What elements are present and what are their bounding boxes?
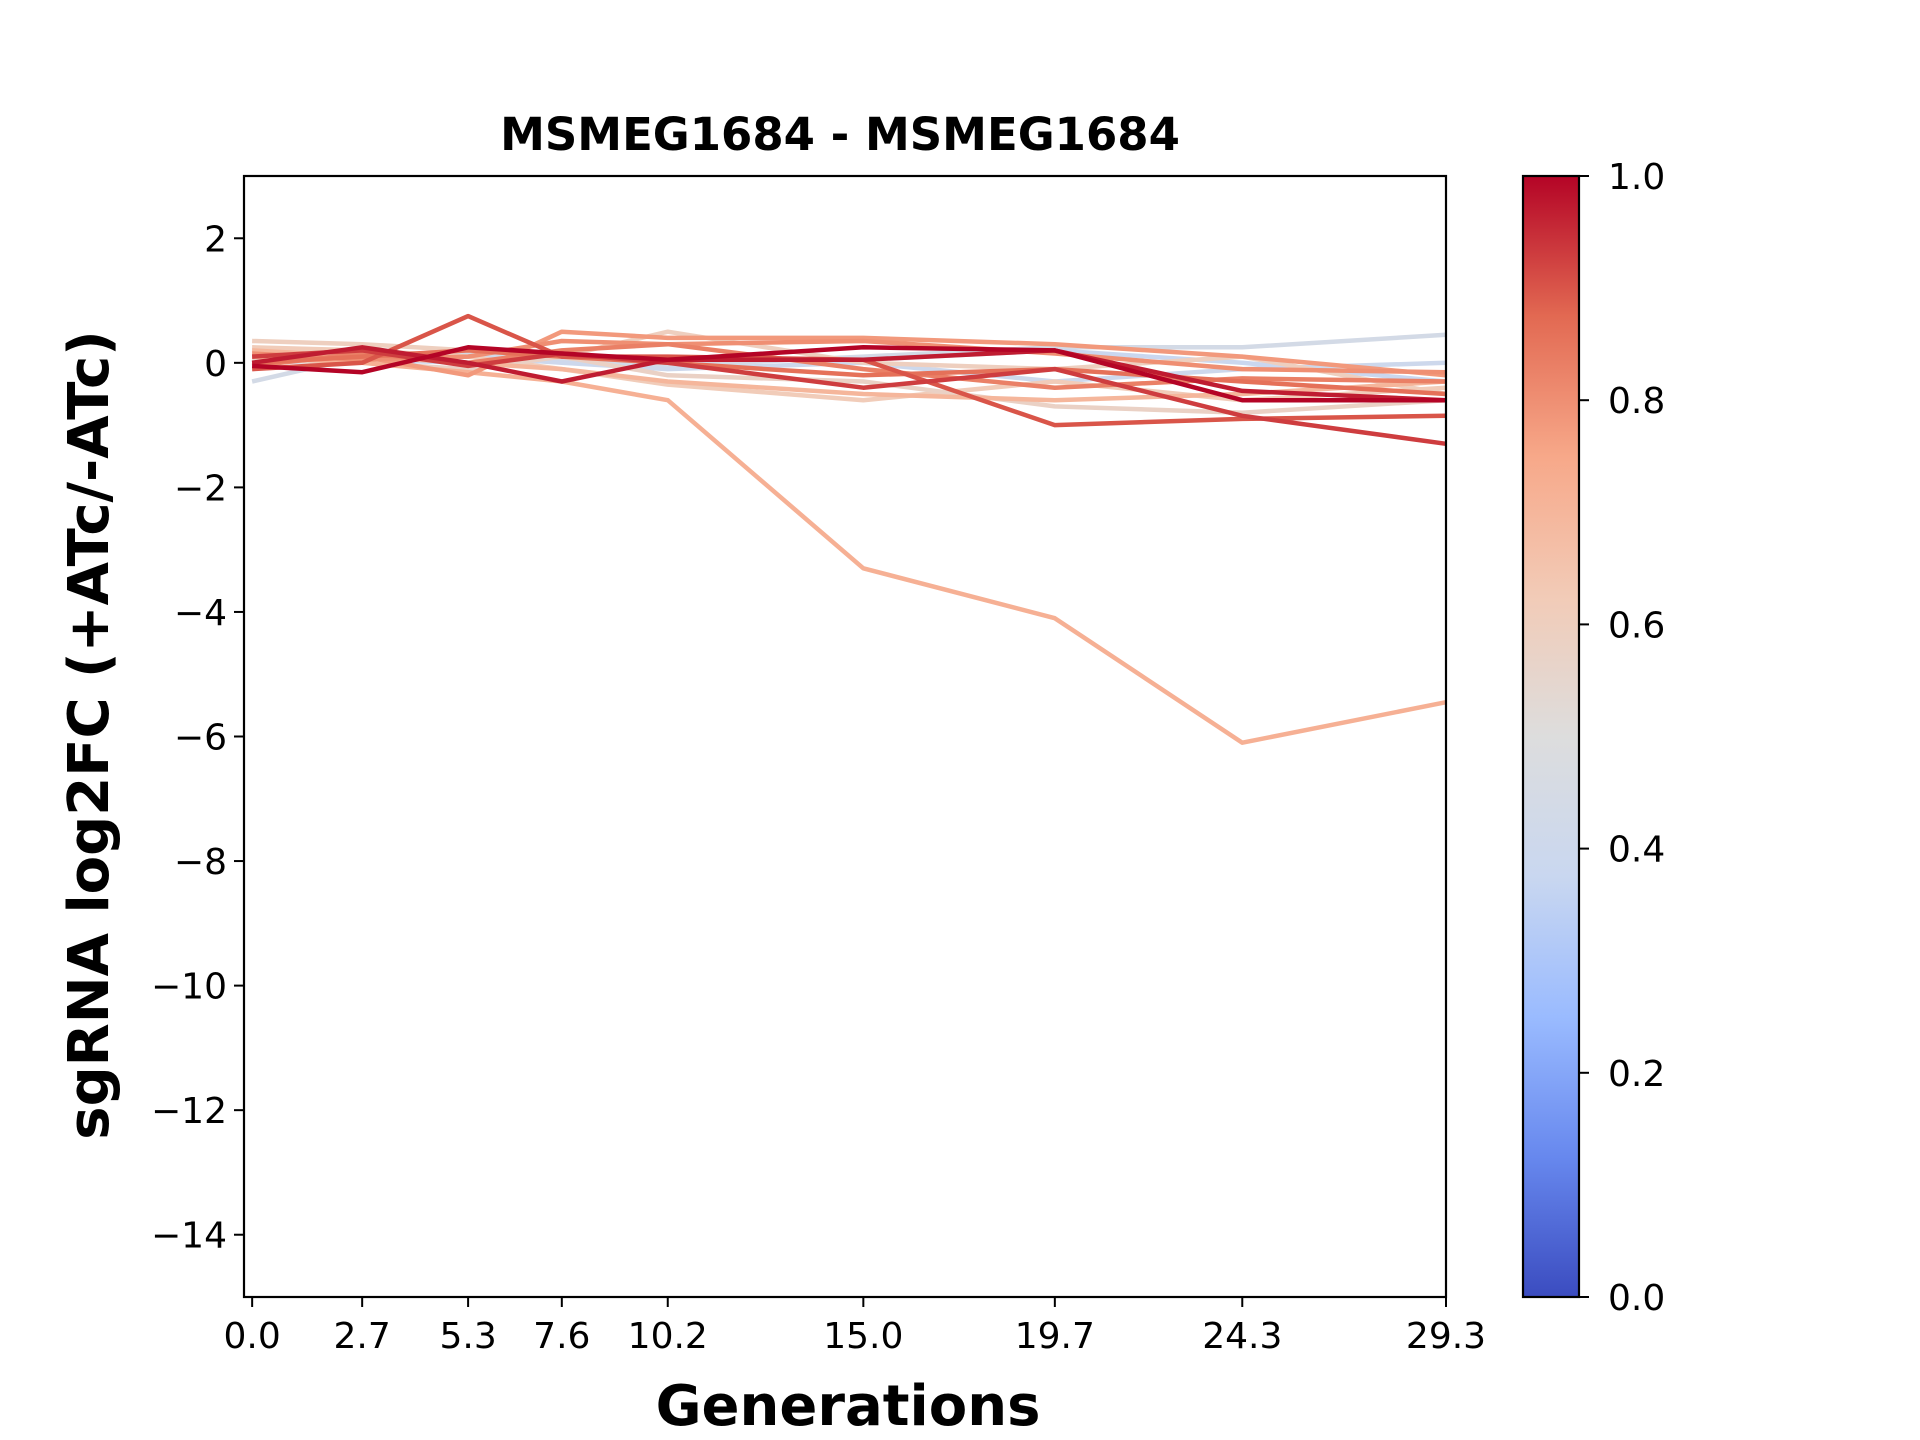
y-tick-label: −8 [174,842,227,883]
colorbar-tick-label: 0.8 [1608,381,1665,422]
x-tick-label: 2.7 [334,1316,391,1357]
x-tick-label: 15.0 [823,1316,903,1357]
x-tick-label: 29.3 [1406,1316,1486,1357]
colorbar-ticks: 0.0 0.2 0.4 0.6 0.8 1.0 [1579,157,1665,1319]
chart-title: MSMEG1684 - MSMEG1684 [500,108,1180,161]
x-tick-label: 10.2 [628,1316,708,1357]
colorbar-tick-label: 0.4 [1608,830,1665,871]
x-tick-label: 24.3 [1202,1316,1282,1357]
y-tick-label: 2 [204,219,227,260]
y-tick-label: −14 [151,1216,227,1257]
y-tick-label: 0 [204,344,227,385]
y-axis-label: sgRNA log2FC (+ATc/-ATc) [57,330,122,1140]
colorbar-tick-label: 0.6 [1608,605,1665,646]
colorbar-tick-label: 0.0 [1608,1278,1665,1319]
x-axis-ticks: 0.0 2.7 5.3 7.6 10.2 15.0 19.7 24.3 29.3 [224,1297,1486,1357]
series-line [251,348,1447,447]
series-line [251,345,1446,403]
y-tick-label: −2 [174,468,227,509]
x-tick-label: 0.0 [224,1316,281,1357]
x-tick-label: 7.6 [533,1316,590,1357]
x-axis-label: Generations [656,1374,1041,1439]
series-line [251,313,1447,428]
y-tick-label: −4 [174,593,227,634]
colorbar-tick-label: 0.2 [1608,1054,1665,1095]
y-tick-label: −10 [151,967,227,1008]
colorbar-tick-label: 1.0 [1608,157,1665,198]
series-layer [251,313,1447,745]
y-tick-label: −12 [151,1091,227,1132]
x-tick-label: 19.7 [1015,1316,1095,1357]
y-axis-ticks: 2 0 −2 −4 −6 −8 −10 −12 −14 [151,219,244,1257]
x-tick-label: 5.3 [439,1316,496,1357]
colorbar [1521,174,1581,1299]
y-tick-label: −6 [174,718,227,759]
